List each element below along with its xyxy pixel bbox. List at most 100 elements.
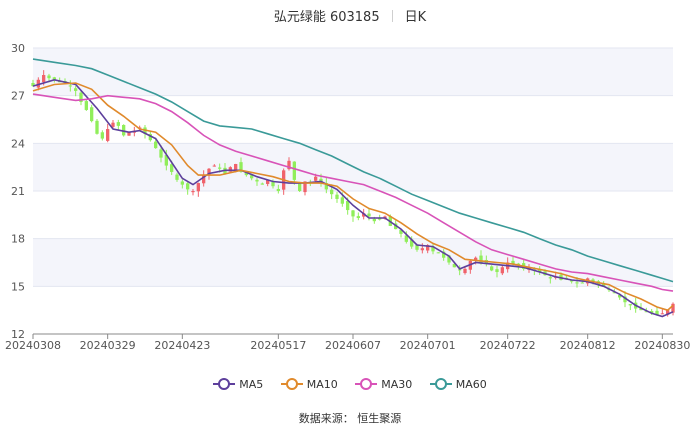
ma5-swatch (213, 378, 236, 390)
candle-body (628, 304, 632, 306)
candle-body (618, 294, 622, 298)
candle-body (106, 129, 110, 141)
candle-body (95, 120, 99, 134)
candle-body (474, 257, 478, 261)
candle-body (660, 313, 664, 315)
candle-body (138, 127, 142, 129)
candle-body (191, 191, 195, 193)
x-tick-label: 20240308 (5, 339, 61, 352)
candle-body (340, 197, 344, 204)
candle-body (442, 251, 446, 258)
legend-item-ma60[interactable]: MA60 (429, 378, 487, 391)
y-tick-label: 15 (11, 280, 25, 293)
candle-body (31, 83, 35, 87)
x-tick-label: 20240701 (400, 339, 456, 352)
candle-body (324, 183, 328, 190)
candle-body (399, 229, 403, 234)
ma30-swatch (355, 378, 378, 390)
candle-body (346, 200, 350, 211)
candle-body (671, 303, 675, 313)
candle-body (602, 283, 606, 287)
stock-name-code: 弘元绿能 603185 (273, 10, 380, 25)
candle-body (266, 179, 270, 184)
period-label[interactable]: 日K (404, 10, 427, 25)
candle-body (500, 267, 504, 274)
candle-body (335, 194, 339, 199)
y-tick-label: 21 (11, 185, 25, 198)
candle-body (116, 122, 120, 126)
candle-body (575, 282, 579, 284)
candle-body (42, 75, 46, 83)
candle-body (154, 141, 158, 149)
data-source: 数据来源： 恒生聚源 (298, 412, 402, 425)
y-tick-label: 24 (11, 137, 25, 150)
ma60-swatch (429, 378, 452, 390)
candle-body (463, 268, 467, 274)
candle-body (356, 216, 360, 219)
candle-body (100, 132, 104, 139)
candle-body (180, 181, 184, 185)
ma5-line (32, 78, 674, 318)
candle-body (84, 101, 88, 110)
legend: MA5 MA10 MA30 MA60 (0, 378, 700, 391)
ma10-swatch (280, 378, 303, 390)
candle-body (250, 175, 254, 179)
candle-body (292, 161, 296, 180)
y-tick-label: 12 (11, 328, 25, 341)
y-axis: 12 15 18 21 24 27 30 (11, 42, 25, 341)
candle-body (623, 296, 627, 303)
candle-body (244, 171, 248, 176)
candle-body (447, 255, 451, 263)
candle-body (436, 252, 440, 254)
x-tick-label: 20240812 (560, 339, 616, 352)
candle-body (186, 183, 190, 190)
candle-body (196, 183, 200, 192)
candle-body (639, 308, 643, 311)
candle-body (378, 218, 382, 220)
candle-body (276, 188, 280, 191)
candle-body (591, 279, 595, 282)
candle-body (111, 122, 115, 127)
candle-body (644, 311, 648, 313)
ma30-swatch-ring (360, 378, 373, 390)
legend-label-ma10: MA10 (306, 378, 338, 391)
ma-lines (32, 58, 674, 318)
legend-label-ma30: MA30 (381, 378, 413, 391)
candle-body (404, 235, 408, 242)
legend-item-ma10[interactable]: MA10 (280, 378, 338, 391)
candle-body (612, 292, 616, 294)
candle-body (202, 175, 206, 184)
candle-body (271, 182, 275, 187)
candle-body (159, 149, 163, 158)
x-tick-label: 20240830 (634, 339, 690, 352)
legend-item-ma30[interactable]: MA30 (355, 378, 412, 391)
band-5 (33, 48, 673, 96)
candle-body (655, 310, 659, 315)
candle-body (36, 79, 40, 88)
candle-body (148, 134, 152, 141)
ma5-swatch-ring (218, 378, 231, 390)
candle-body (164, 155, 168, 166)
candle-body (127, 132, 131, 136)
candle-body (74, 88, 78, 91)
legend-item-ma5[interactable]: MA5 (213, 378, 263, 391)
candle-body (650, 311, 654, 314)
ma60-swatch-ring (434, 378, 447, 390)
candle-body (490, 266, 494, 271)
candle-body (239, 162, 243, 172)
candle-body (212, 165, 216, 167)
candle-body (207, 168, 211, 176)
candle-body (330, 189, 334, 195)
candle-body (52, 77, 56, 80)
legend-label-ma60: MA60 (455, 378, 487, 391)
candle-body (458, 269, 462, 271)
candle-body (367, 213, 371, 217)
candle-body (228, 167, 232, 172)
candle-body (415, 244, 419, 250)
candle-body (495, 269, 499, 273)
ma60-line (32, 58, 674, 283)
x-tick-label: 20240329 (80, 339, 136, 352)
y-tick-label: 27 (11, 90, 25, 103)
candle-body (538, 269, 542, 273)
